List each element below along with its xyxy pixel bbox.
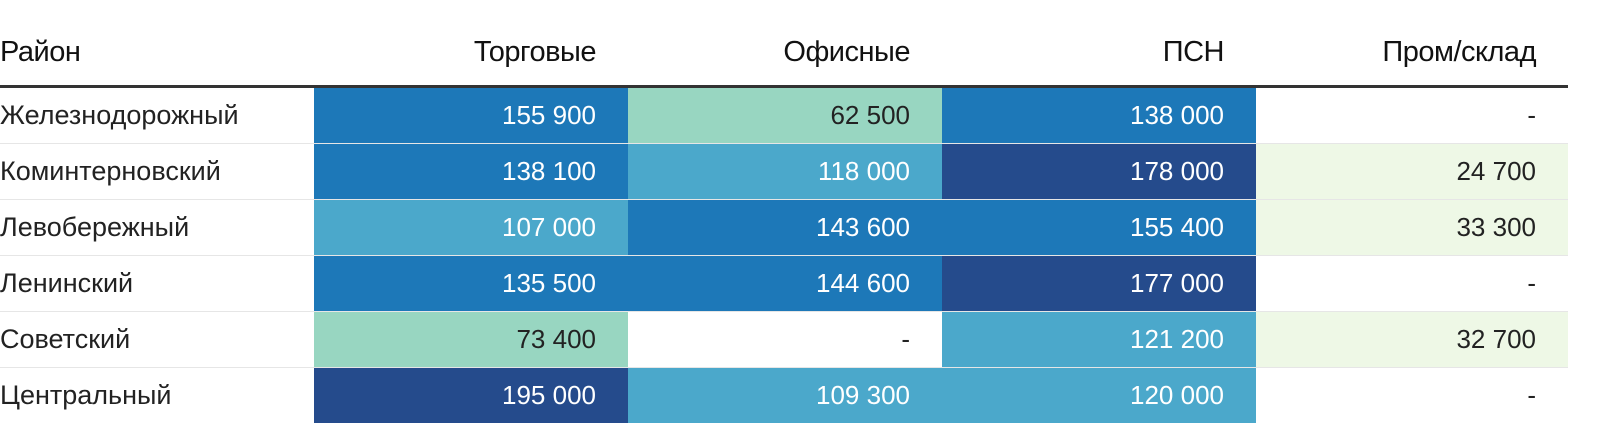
heatmap-cell: 73 400 [314, 312, 628, 367]
heatmap-cell: 33 300 [1256, 200, 1568, 255]
heatmap-cell: 118 000 [628, 144, 942, 199]
district-label: Центральный [0, 380, 172, 410]
heatmap-cell: 121 200 [942, 312, 1256, 367]
heatmap-cell: - [628, 312, 942, 367]
table-header: Район Торговые Офисные ПСН Пром/склад [0, 0, 1568, 88]
table-row: Центральный 195 000 109 300 120 000- [0, 367, 1568, 423]
table-row: Советский 73 400-121 200 32 700 [0, 311, 1568, 367]
header-retail: Торговые [473, 36, 597, 68]
district-label: Левобережный [0, 212, 190, 242]
heatmap-cell: - [1256, 88, 1568, 143]
heatmap-cell: 32 700 [1256, 312, 1568, 367]
heatmap-cell: 120 000 [942, 368, 1256, 423]
header-psn: ПСН [1162, 36, 1225, 68]
heatmap-cell: 178 000 [942, 144, 1256, 199]
heatmap-cell: 138 000 [942, 88, 1256, 143]
heatmap-cell: - [1256, 256, 1568, 311]
heatmap-cell: - [1256, 368, 1568, 423]
district-label: Советский [0, 324, 131, 354]
heatmap-cell: 109 300 [628, 368, 942, 423]
heatmap-cell: 62 500 [628, 88, 942, 143]
heatmap-cell: 107 000 [314, 200, 628, 255]
table-row: Ленинский 135 500 144 600 177 000- [0, 255, 1568, 311]
district-label: Железнодорожный [0, 100, 239, 130]
heatmap-cell: 177 000 [942, 256, 1256, 311]
header-industrial: Пром/склад [1382, 36, 1536, 68]
heatmap-table: Район Торговые Офисные ПСН Пром/склад Же… [0, 0, 1568, 423]
header-office: Офисные [783, 36, 910, 68]
table-row: Железнодорожный 155 900 62 500 138 000- [0, 88, 1568, 143]
heatmap-cell: 24 700 [1256, 144, 1568, 199]
heatmap-cell: 138 100 [314, 144, 628, 199]
heatmap-cell: 143 600 [628, 200, 942, 255]
heatmap-cell: 155 400 [942, 200, 1256, 255]
district-label: Ленинский [0, 268, 134, 298]
table-body: Железнодорожный 155 900 62 500 138 000- Коми… [0, 88, 1568, 423]
heatmap-cell: 155 900 [314, 88, 628, 143]
table-row: Левобережный 107 000 143 600 155 400 33 300 [0, 199, 1568, 255]
heatmap-cell: 144 600 [628, 256, 942, 311]
header-district: Район [0, 36, 81, 68]
heatmap-cell: 195 000 [314, 368, 628, 423]
heatmap-cell: 135 500 [314, 256, 628, 311]
district-label: Коминтерновский [0, 156, 221, 186]
table-row: Коминтерновский 138 100 118 000 178 000 24 7… [0, 143, 1568, 199]
